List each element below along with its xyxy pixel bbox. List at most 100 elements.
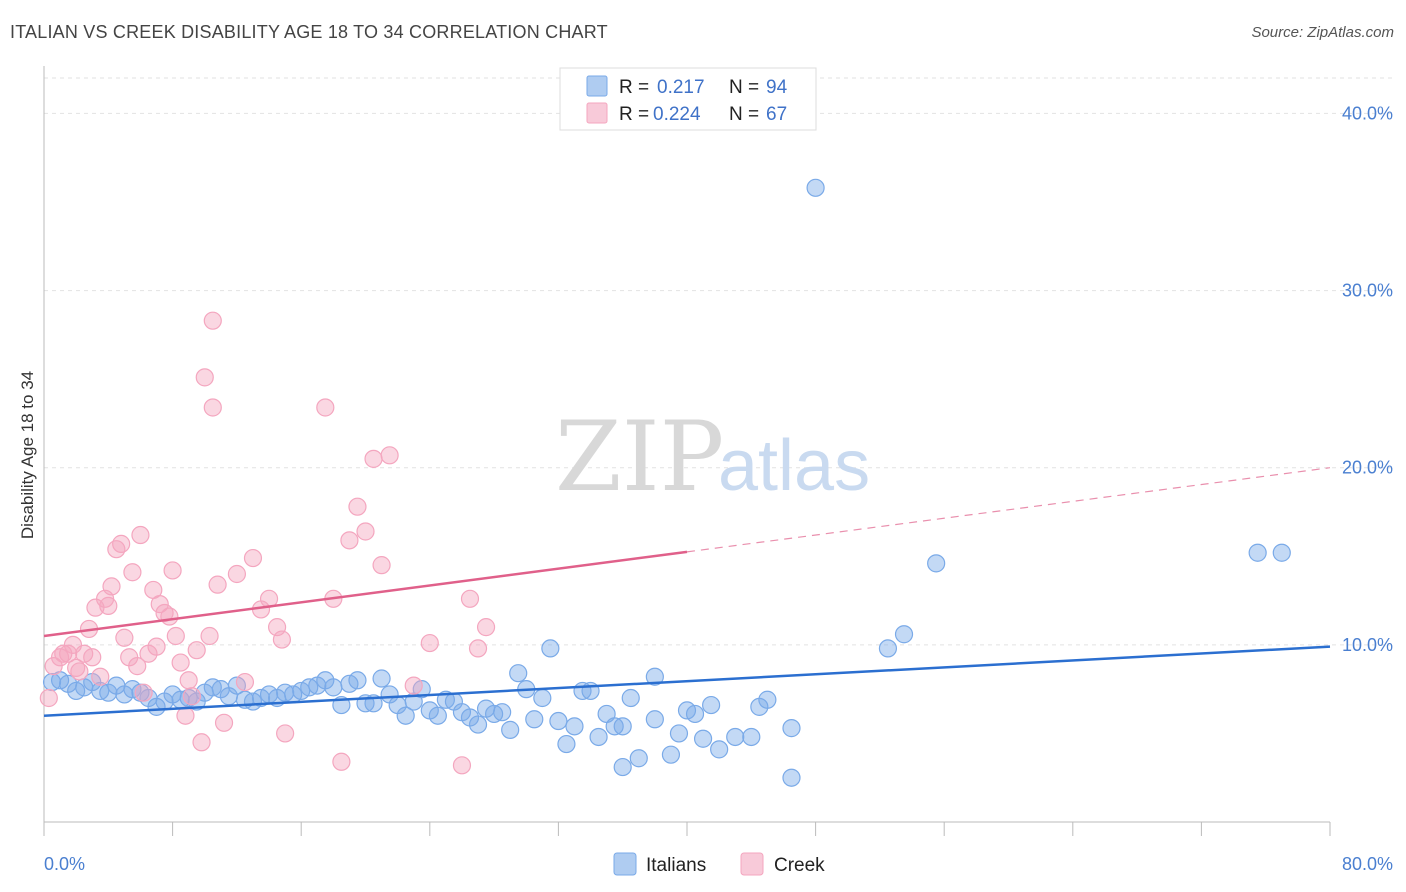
point-creek xyxy=(123,563,142,582)
point-creek xyxy=(404,676,423,695)
point-creek xyxy=(134,683,153,702)
point-creek xyxy=(364,449,383,468)
point-italians xyxy=(509,664,528,683)
point-creek xyxy=(83,648,102,667)
x-tick-label-min: 0.0% xyxy=(44,854,85,874)
point-italians xyxy=(782,719,801,738)
point-creek xyxy=(102,577,121,596)
legend-swatch-creek xyxy=(586,102,608,124)
legend-swatch-italians xyxy=(586,75,608,97)
point-italians xyxy=(589,727,608,747)
point-creek xyxy=(67,658,86,677)
point-creek xyxy=(160,607,179,626)
point-italians xyxy=(396,706,415,725)
point-italians xyxy=(927,554,946,573)
point-italians xyxy=(806,178,825,197)
point-italians xyxy=(557,734,576,754)
point-italians xyxy=(613,757,632,777)
point-creek xyxy=(107,540,126,559)
point-creek xyxy=(420,633,439,653)
point-italians xyxy=(468,715,488,734)
point-italians xyxy=(693,729,713,748)
point-creek xyxy=(112,534,131,553)
legend-r-label-creek: R = xyxy=(619,104,649,125)
point-creek xyxy=(356,522,375,541)
point-creek xyxy=(460,589,480,608)
trend-line-italians xyxy=(43,645,1331,717)
watermark-zip: ZIP xyxy=(555,401,724,513)
point-creek xyxy=(179,671,198,690)
point-italians xyxy=(710,740,729,759)
point-italians xyxy=(629,749,648,768)
point-creek xyxy=(187,641,206,660)
y-tick-labels: 10.0% 20.0% 30.0% 40.0% xyxy=(1342,103,1393,654)
legend-n-label-creek: N = xyxy=(729,104,759,125)
point-creek xyxy=(115,628,134,647)
point-creek xyxy=(200,626,219,646)
watermark-atlas: atlas xyxy=(718,426,870,506)
legend-n-label-italians: N = xyxy=(729,77,759,98)
point-italians xyxy=(348,671,367,690)
point-italians xyxy=(645,667,664,686)
legend-n-value-creek: 67 xyxy=(766,104,787,125)
point-creek xyxy=(128,657,147,676)
legend-label-creek: Creek xyxy=(774,855,825,876)
point-creek xyxy=(91,667,110,686)
point-creek xyxy=(166,626,185,646)
point-creek xyxy=(340,531,359,550)
y-tick-label: 10.0% xyxy=(1342,635,1393,655)
legend-r-value-creek: 0.224 xyxy=(653,104,701,125)
legend-r-label-italians: R = xyxy=(619,77,649,98)
y-tick-label: 30.0% xyxy=(1342,281,1393,301)
point-creek xyxy=(276,724,295,743)
point-creek xyxy=(99,596,118,615)
point-creek xyxy=(348,497,367,516)
point-italians xyxy=(501,720,520,739)
point-italians xyxy=(1272,543,1291,562)
point-creek xyxy=(272,630,292,649)
point-creek xyxy=(70,662,89,681)
point-italians xyxy=(742,727,761,747)
point-italians xyxy=(541,639,560,658)
point-creek xyxy=(476,618,496,637)
point-creek xyxy=(131,525,150,545)
point-italians xyxy=(493,703,512,722)
point-italians xyxy=(372,669,391,688)
point-creek xyxy=(203,398,222,417)
point-italians xyxy=(702,695,721,715)
point-italians xyxy=(533,688,552,708)
point-creek xyxy=(468,639,488,658)
trend-line-extension-creek xyxy=(686,467,1331,553)
point-creek xyxy=(192,733,211,752)
trend-line-creek xyxy=(43,550,688,638)
point-creek xyxy=(39,688,58,708)
point-creek xyxy=(214,713,234,732)
point-creek xyxy=(452,756,472,775)
legend-swatch-creek-bottom xyxy=(740,852,764,876)
y-tick-label: 40.0% xyxy=(1342,103,1393,123)
point-creek xyxy=(150,595,169,614)
point-italians xyxy=(685,704,705,724)
source-label: Source: ZipAtlas.com xyxy=(1251,24,1394,41)
point-creek xyxy=(182,687,201,706)
y-tick-label: 20.0% xyxy=(1342,458,1393,478)
data-points xyxy=(39,178,1291,787)
axes xyxy=(43,66,1331,836)
point-italians xyxy=(549,711,568,731)
point-italians xyxy=(324,678,343,697)
legend-label-italians: Italians xyxy=(646,855,706,876)
legend-n-value-italians: 94 xyxy=(766,77,788,98)
point-creek xyxy=(171,653,190,672)
legend-swatch-italians-bottom xyxy=(613,852,637,876)
point-creek xyxy=(176,706,195,725)
point-creek xyxy=(163,561,182,580)
point-italians xyxy=(782,768,801,787)
series-legend: Italians Creek xyxy=(613,852,825,876)
x-tick-label-max: 80.0% xyxy=(1342,854,1393,874)
point-creek xyxy=(203,311,222,330)
trend-lines xyxy=(43,467,1331,717)
point-creek xyxy=(59,644,78,663)
point-creek xyxy=(195,368,214,387)
point-italians xyxy=(758,690,777,709)
